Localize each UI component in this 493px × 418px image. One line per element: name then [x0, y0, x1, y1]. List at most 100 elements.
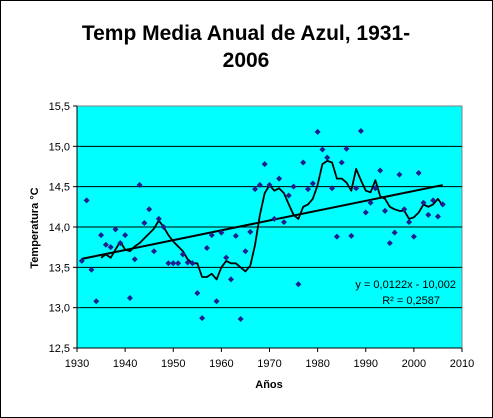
chart-title-line-2: 2006: [223, 49, 270, 72]
data-point: [141, 219, 148, 226]
data-point: [136, 182, 143, 189]
data-point: [305, 186, 311, 193]
data-point: [333, 233, 340, 240]
data-point: [406, 219, 413, 226]
x-tick-label: 2000: [402, 358, 426, 370]
data-point: [362, 209, 369, 216]
data-point: [420, 199, 427, 206]
data-point: [357, 128, 364, 135]
trend-line-series: [81, 184, 443, 260]
data-point: [415, 169, 422, 176]
data-point: [223, 254, 230, 261]
data-point: [102, 241, 109, 248]
data-point: [280, 219, 287, 226]
x-axis-title: Años: [255, 379, 283, 391]
data-point: [410, 233, 417, 240]
data-point: [271, 215, 278, 222]
x-axis-ticks: 1930 1940 1950 1960 1970 1980 1990 2000 2010: [65, 348, 474, 370]
data-point: [396, 171, 403, 178]
data-point: [184, 259, 191, 266]
data-point: [126, 294, 133, 301]
data-point-series: [78, 128, 446, 322]
data-point: [343, 145, 350, 152]
data-point: [295, 281, 302, 288]
data-point: [348, 232, 355, 239]
data-point: [117, 240, 124, 247]
data-point: [160, 224, 167, 230]
data-point: [372, 185, 379, 192]
grid-lines: [77, 145, 462, 309]
trend-equation: y = 0,0122x - 10,002: [355, 279, 456, 291]
data-point: [261, 161, 268, 168]
data-point: [88, 266, 95, 273]
y-tick-label: 13,5: [49, 262, 70, 274]
data-point: [285, 192, 292, 199]
x-tick-label: 1960: [209, 358, 233, 370]
data-point: [256, 182, 263, 189]
y-tick-label: 15,5: [49, 101, 70, 113]
data-point: [208, 232, 215, 239]
x-tick-label: 2010: [450, 358, 474, 370]
y-axis-ticks: 12,5 13,0 13,5 14,0 14,5 15,0 15,5: [49, 101, 77, 355]
chart-title-line-1: Temp Media Anual de Azul, 1931-: [82, 22, 410, 45]
data-point: [228, 276, 234, 283]
y-tick-label: 12,5: [49, 343, 70, 355]
y-tick-label: 13,0: [49, 303, 70, 315]
data-point: [131, 256, 138, 263]
trend-line: [81, 184, 443, 260]
data-point: [151, 248, 157, 255]
data-point: [247, 228, 254, 235]
y-tick-label: 14,5: [49, 182, 70, 194]
data-point: [319, 146, 326, 153]
y-tick-label: 15,0: [49, 141, 70, 153]
data-point: [175, 260, 182, 267]
data-point: [439, 201, 446, 208]
data-point: [401, 206, 408, 213]
data-point: [194, 290, 201, 297]
data-point: [122, 232, 129, 239]
data-point: [93, 298, 100, 305]
data-point: [324, 154, 331, 161]
data-point: [179, 251, 186, 258]
data-point: [329, 185, 336, 192]
data-point: [78, 257, 85, 264]
data-point: [338, 159, 345, 166]
data-point: [237, 315, 244, 322]
x-tick-label: 1970: [257, 358, 281, 370]
data-point: [218, 229, 225, 236]
data-point: [242, 248, 249, 255]
moving-average-line: [100, 159, 444, 281]
data-point: [252, 186, 259, 193]
data-point: [189, 260, 196, 267]
data-point: [213, 298, 220, 305]
data-point: [391, 229, 398, 236]
trend-r-squared: R² = 0,2587: [382, 295, 440, 307]
data-point: [425, 211, 432, 218]
data-point: [146, 206, 153, 213]
data-point: [276, 175, 283, 182]
data-point: [309, 180, 316, 187]
data-point: [83, 197, 90, 204]
data-point: [199, 315, 206, 322]
data-point: [382, 207, 388, 214]
x-tick-label: 1950: [161, 358, 185, 370]
data-point: [107, 244, 114, 251]
x-tick-label: 1940: [113, 358, 137, 370]
data-point: [377, 167, 384, 174]
data-point: [367, 199, 374, 206]
y-axis-title: Temperatura °C: [29, 187, 41, 268]
data-point: [155, 215, 162, 222]
data-point: [290, 183, 297, 190]
x-tick-label: 1930: [65, 358, 89, 370]
y-tick-label: 14,0: [49, 222, 70, 234]
data-point: [430, 197, 437, 204]
x-tick-label: 1990: [354, 358, 378, 370]
data-point: [170, 260, 177, 267]
data-point: [203, 244, 210, 251]
x-tick-label: 1980: [305, 358, 329, 370]
data-point: [353, 185, 360, 192]
data-point: [98, 232, 105, 239]
data-point: [434, 213, 441, 220]
data-point: [386, 240, 393, 247]
